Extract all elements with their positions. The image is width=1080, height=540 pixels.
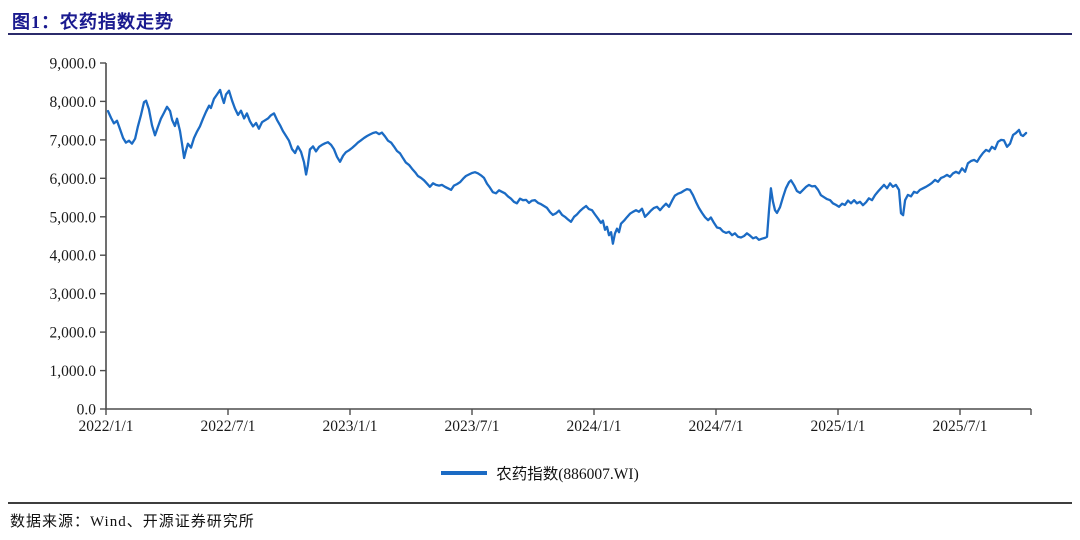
data-source-note: 数据来源：Wind、开源证券研究所 — [10, 514, 255, 530]
svg-text:6,000.0: 6,000.0 — [50, 171, 97, 188]
svg-text:2023/1/1: 2023/1/1 — [322, 418, 377, 435]
svg-text:8,000.0: 8,000.0 — [50, 94, 97, 111]
svg-text:2025/1/1: 2025/1/1 — [810, 418, 865, 435]
svg-text:2024/1/1: 2024/1/1 — [566, 418, 621, 435]
svg-text:3,000.0: 3,000.0 — [50, 286, 97, 303]
legend-line-swatch — [441, 471, 488, 475]
svg-text:1,000.0: 1,000.0 — [50, 363, 97, 380]
footer-divider — [8, 502, 1072, 504]
svg-text:9,000.0: 9,000.0 — [50, 56, 97, 73]
svg-text:2022/1/1: 2022/1/1 — [78, 418, 133, 435]
figure-title: 图1：农药指数走势 — [12, 12, 174, 32]
svg-text:2023/7/1: 2023/7/1 — [444, 418, 499, 435]
title-divider — [8, 33, 1072, 35]
svg-text:2025/7/1: 2025/7/1 — [932, 418, 987, 435]
svg-text:2,000.0: 2,000.0 — [50, 325, 97, 342]
chart-legend: 农药指数(886007.WI) — [0, 462, 1080, 484]
legend-series-label: 农药指数(886007.WI) — [496, 466, 639, 483]
svg-text:0.0: 0.0 — [77, 402, 97, 419]
svg-text:2024/7/1: 2024/7/1 — [688, 418, 743, 435]
svg-text:4,000.0: 4,000.0 — [50, 248, 97, 265]
svg-text:7,000.0: 7,000.0 — [50, 132, 97, 149]
svg-text:2022/7/1: 2022/7/1 — [200, 418, 255, 435]
svg-text:5,000.0: 5,000.0 — [50, 209, 97, 226]
